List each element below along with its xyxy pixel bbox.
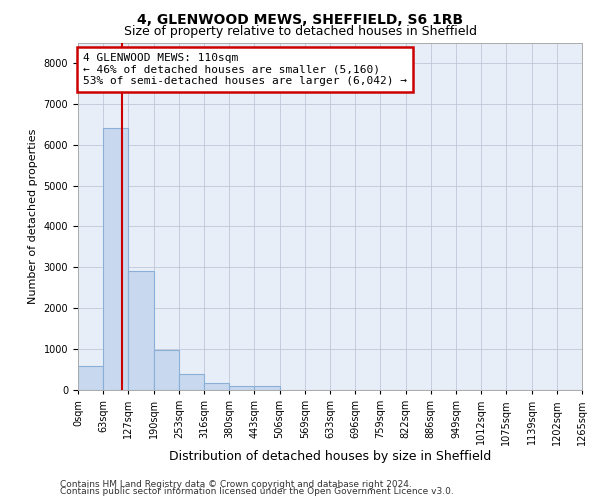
Text: Contains HM Land Registry data © Crown copyright and database right 2024.: Contains HM Land Registry data © Crown c… [60, 480, 412, 489]
Text: Contains public sector information licensed under the Open Government Licence v3: Contains public sector information licen… [60, 487, 454, 496]
Bar [128, 270, 154, 390]
Bar [154, 350, 179, 390]
Bar [254, 386, 280, 390]
Text: 4 GLENWOOD MEWS: 110sqm
← 46% of detached houses are smaller (5,160)
53% of semi: 4 GLENWOOD MEWS: 110sqm ← 46% of detache… [83, 53, 407, 86]
Bar [204, 383, 229, 390]
Bar [103, 128, 128, 390]
Bar [179, 374, 204, 390]
Bar [229, 386, 254, 390]
Text: Size of property relative to detached houses in Sheffield: Size of property relative to detached ho… [124, 25, 476, 38]
X-axis label: Distribution of detached houses by size in Sheffield: Distribution of detached houses by size … [169, 450, 491, 463]
Bar [78, 366, 103, 390]
Text: 4, GLENWOOD MEWS, SHEFFIELD, S6 1RB: 4, GLENWOOD MEWS, SHEFFIELD, S6 1RB [137, 12, 463, 26]
Y-axis label: Number of detached properties: Number of detached properties [28, 128, 38, 304]
